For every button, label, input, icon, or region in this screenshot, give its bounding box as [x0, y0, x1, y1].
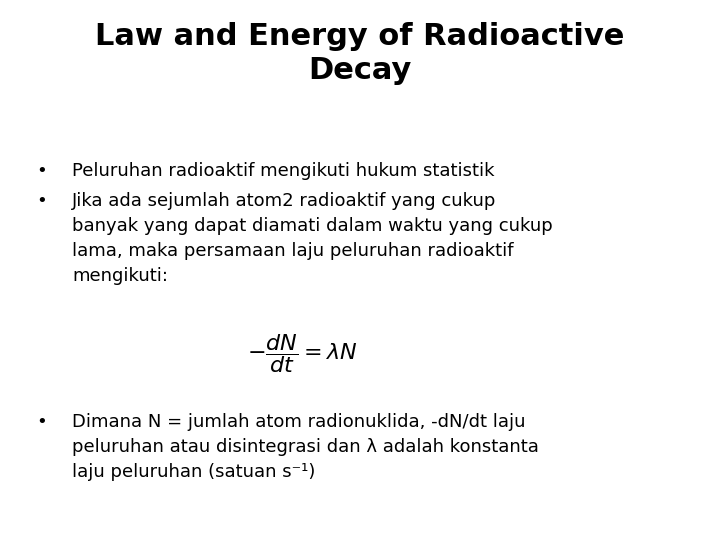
- Text: •: •: [36, 162, 47, 180]
- Text: Jika ada sejumlah atom2 radioaktif yang cukup
banyak yang dapat diamati dalam wa: Jika ada sejumlah atom2 radioaktif yang …: [72, 192, 553, 285]
- Text: Peluruhan radioaktif mengikuti hukum statistik: Peluruhan radioaktif mengikuti hukum sta…: [72, 162, 495, 180]
- Text: Dimana N = jumlah atom radionuklida, -dN/dt laju
peluruhan atau disintegrasi dan: Dimana N = jumlah atom radionuklida, -dN…: [72, 413, 539, 481]
- Text: •: •: [36, 192, 47, 210]
- Text: $-\dfrac{dN}{dt} = \lambda N$: $-\dfrac{dN}{dt} = \lambda N$: [247, 332, 358, 375]
- Text: •: •: [36, 413, 47, 431]
- Text: Law and Energy of Radioactive
Decay: Law and Energy of Radioactive Decay: [95, 22, 625, 85]
